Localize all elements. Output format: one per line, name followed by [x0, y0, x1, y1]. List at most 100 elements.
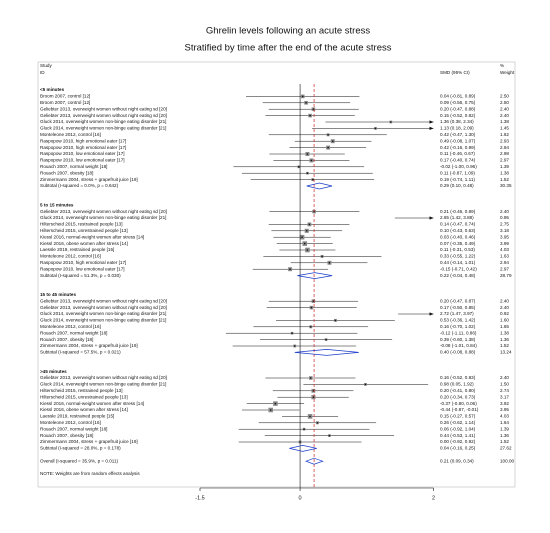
weight-label: 1.65: [500, 324, 509, 329]
effect-header: SMD (95% CI): [440, 70, 470, 75]
group-label: >45 minutes: [40, 369, 67, 374]
effect-label: 2.65 (1.42, 3.88): [440, 215, 474, 220]
weight-label: 2.94: [500, 145, 509, 150]
weight-label: 1.38: [500, 330, 509, 335]
row-label: Monteleone 2012, control [16]: [40, 254, 101, 259]
group-label: 15 to 45 minutes: [40, 292, 76, 297]
ci-arrow: [429, 216, 434, 220]
weight-label: 3.92: [500, 401, 509, 406]
ci-arrow: [429, 120, 434, 124]
effect-label: 0.11 (-0.31, 0.53): [440, 247, 475, 252]
weight-label: 30.35: [500, 183, 512, 188]
weight-label: 2.50: [500, 94, 509, 99]
weight-label: 2.40: [500, 113, 509, 118]
weight-label: 1.38: [500, 119, 509, 124]
effect-label: 0.53 (-0.36, 1.42): [440, 318, 476, 323]
point-estimate: [390, 121, 392, 123]
point-estimate: [309, 377, 312, 379]
weight-label: 2.94: [500, 260, 509, 265]
weight-label: 3.17: [500, 394, 509, 399]
x-tick-label: -1.5: [195, 495, 204, 501]
weight-label: 1.36: [500, 337, 509, 342]
point-estimate: [334, 319, 337, 322]
row-label: Raspopow 2010, high emotional eater [17]: [40, 138, 126, 143]
row-label: Geliebter 2013, overweight women without…: [40, 298, 167, 303]
weight-label: 2.40: [500, 106, 509, 111]
weight-label: 1.52: [500, 177, 509, 182]
row-label: Gluck 2014, overweight women non-binge e…: [40, 382, 166, 387]
effect-label: 0.42 (-0.16, 0.99): [440, 145, 476, 150]
row-label: Monteleone 2012, control [16]: [40, 324, 101, 329]
row-label: Broom 2007, control [12]: [40, 94, 90, 99]
weight-label: 2.75: [500, 222, 509, 227]
row-label: Raspopow 2010, low emotional eater [17]: [40, 158, 125, 163]
row-label: Kiessl 2016, normal-weight women after s…: [40, 401, 144, 406]
effect-label: 0.14 (-0.47, 0.74): [440, 222, 476, 227]
point-estimate: [303, 428, 305, 431]
effect-label: 0.26 (-0.62, 1.14): [440, 420, 476, 425]
effect-label: 0.20 (-0.41, 0.80): [440, 388, 476, 393]
effect-label: 0.44 (-0.14, 1.01): [440, 260, 476, 265]
point-estimate: [327, 146, 329, 149]
row-label: Zimmermann 2004, stress + grapefruit jui…: [40, 439, 138, 444]
point-estimate: [328, 262, 331, 264]
effect-label: 0.22 (-0.04, 0.48): [440, 273, 476, 278]
weight-label: 1.62: [500, 132, 509, 137]
effect-label: 0.03 (-0.40, 0.46): [440, 234, 476, 239]
weight-label: 2.40: [500, 209, 509, 214]
weight-label: 2.40: [500, 305, 509, 310]
weight-label: 1.52: [500, 343, 509, 348]
row-label: Hilterscheid 2015, restrained people [13…: [40, 388, 122, 393]
weight-label: 1.39: [500, 164, 509, 169]
row-label: Subtotal (I-squared = 51.3%, p = 0.030): [40, 273, 121, 278]
weight-label: 1.50: [500, 382, 509, 387]
weight-label: 4.03: [500, 414, 509, 419]
point-estimate: [293, 345, 296, 347]
weight-label: 0.92: [500, 311, 509, 316]
row-label: Gluck 2014, overweight women non-binge e…: [40, 311, 166, 316]
effect-label: 0.11 (-0.46, 0.67): [440, 151, 475, 156]
weight-label: 2.97: [500, 266, 509, 271]
effect-label: 2.72 (1.47, 3.97): [440, 311, 474, 316]
weight-label: 3.95: [500, 234, 509, 239]
effect-label: 0.98 (0.05, 1.92): [440, 382, 474, 387]
row-label: Subtotal (I-squared = 0.0%, p = 0.642): [40, 183, 119, 188]
point-estimate: [310, 159, 313, 162]
weight-label: 2.98: [500, 151, 509, 156]
point-estimate: [321, 255, 323, 258]
point-estimate: [310, 306, 313, 309]
row-label: Gluck 2014, overweight women non-binge e…: [40, 119, 166, 124]
row-label: Rouach 2007, normal weight [18]: [40, 164, 107, 169]
row-label: Rouach 2007, obesity [18]: [40, 170, 93, 175]
weight-label: 4.03: [500, 247, 509, 252]
row-label: Monteleone 2012, control [16]: [40, 132, 101, 137]
weight-label: 3.18: [500, 228, 509, 233]
point-estimate: [306, 172, 309, 174]
weight-label: 27.62: [500, 446, 512, 451]
row-label: Laessle 2019, restrained people [15]: [40, 247, 114, 252]
weight-label: 28.79: [500, 273, 512, 278]
effect-label: 0.17 (-0.40, 0.74): [440, 158, 476, 163]
effect-label: 0.20 (-0.34, 0.73): [440, 394, 476, 399]
row-label: Monteleone 2012, control [16]: [40, 420, 101, 425]
row-label: Kiessl 2016, obese women after stress [1…: [40, 407, 128, 412]
group-label: 5 to 15 minutes: [40, 202, 74, 207]
point-estimate: [374, 127, 377, 130]
effect-label: -0.37 (-0.80, 0.06): [440, 401, 477, 406]
row-label: Rouach 2007, normal weight [18]: [40, 330, 107, 335]
point-estimate: [309, 326, 312, 328]
ci-lines: [226, 94, 478, 444]
effect-label: 0.40 (-0.08, 0.88): [440, 350, 476, 355]
effect-label: 0.21 (0.09, 0.34): [440, 458, 474, 463]
effect-label: -0.08 (-1.01, 0.84): [440, 343, 477, 348]
row-label: Geliebter 2013, overweight women without…: [40, 305, 167, 310]
weight-label: 2.40: [500, 375, 509, 380]
point-estimate: [269, 409, 272, 411]
point-estimate: [309, 114, 311, 117]
weight-box: [476, 217, 478, 219]
effect-label: 0.16 (-0.52, 0.83): [440, 375, 476, 380]
point-estimate: [364, 383, 367, 386]
effect-label: 0.10 (-0.43, 0.63): [440, 228, 476, 233]
chart-title: Ghrelin levels following an acute stress: [206, 26, 370, 37]
row-label: Gluck 2014, overweight women non-binge e…: [40, 318, 166, 323]
